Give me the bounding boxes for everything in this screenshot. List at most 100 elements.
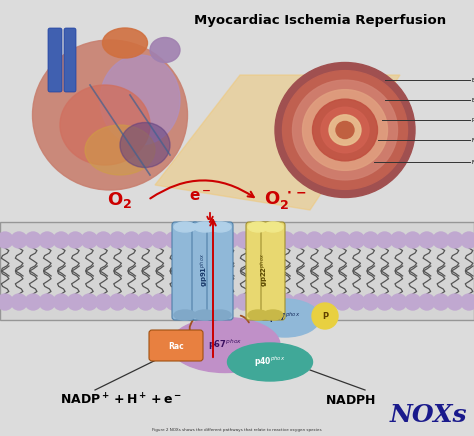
Text: $\mathbf{NADPH}$: $\mathbf{NADPH}$ [325,394,376,406]
Text: Blood clot blocks artery: Blood clot blocks artery [472,98,474,102]
Circle shape [250,232,266,248]
Polygon shape [155,75,400,210]
Circle shape [208,294,224,310]
Ellipse shape [174,222,196,232]
Circle shape [53,294,69,310]
Ellipse shape [228,343,312,381]
Circle shape [137,294,154,310]
Circle shape [67,232,83,248]
Circle shape [461,232,474,248]
Circle shape [320,232,337,248]
Circle shape [250,294,266,310]
FancyBboxPatch shape [246,222,270,320]
Circle shape [109,232,126,248]
Circle shape [292,232,308,248]
Text: Plaque in artery: Plaque in artery [472,117,474,123]
Ellipse shape [283,71,408,189]
Circle shape [11,294,27,310]
Text: P: P [322,311,328,320]
Circle shape [152,294,168,310]
Circle shape [377,294,392,310]
FancyBboxPatch shape [207,222,233,320]
Circle shape [180,232,196,248]
Circle shape [11,232,27,248]
Circle shape [39,232,55,248]
FancyBboxPatch shape [261,222,285,320]
Circle shape [236,232,252,248]
FancyBboxPatch shape [64,28,76,92]
Circle shape [236,294,252,310]
Ellipse shape [263,222,283,232]
Circle shape [447,294,463,310]
Circle shape [391,294,407,310]
Circle shape [335,232,350,248]
Circle shape [166,232,182,248]
FancyBboxPatch shape [149,330,203,361]
Circle shape [53,232,69,248]
Ellipse shape [120,123,170,167]
Text: Blocked blood flow: Blocked blood flow [472,78,474,82]
Ellipse shape [275,62,415,198]
Circle shape [67,294,83,310]
Circle shape [39,294,55,310]
Circle shape [124,232,139,248]
Circle shape [391,232,407,248]
Ellipse shape [329,115,361,145]
Ellipse shape [321,107,369,153]
Circle shape [0,294,13,310]
Text: Figure 2 NOXs shows the different pathways that relate to reactive oxygen specie: Figure 2 NOXs shows the different pathwa… [152,428,322,432]
FancyBboxPatch shape [192,222,218,320]
Ellipse shape [33,40,188,190]
Text: Normal myocardium: Normal myocardium [472,137,474,143]
Circle shape [419,232,435,248]
Ellipse shape [194,310,216,320]
Circle shape [180,294,196,310]
Circle shape [461,294,474,310]
Ellipse shape [209,310,231,320]
Text: $\mathbf{O_2}$: $\mathbf{O_2}$ [108,190,133,210]
Text: p47$^{phox}$: p47$^{phox}$ [269,311,301,325]
Ellipse shape [263,310,283,320]
Text: gp91$^{phox}$: gp91$^{phox}$ [199,253,211,287]
Text: p40$^{phox}$: p40$^{phox}$ [254,355,286,369]
Ellipse shape [102,28,147,58]
Circle shape [419,294,435,310]
Circle shape [95,294,111,310]
Circle shape [194,232,210,248]
Ellipse shape [336,122,354,139]
Ellipse shape [150,37,180,62]
Circle shape [405,232,421,248]
Text: p67$^{phox}$: p67$^{phox}$ [208,338,242,352]
Circle shape [433,232,449,248]
Ellipse shape [248,222,268,232]
Circle shape [0,232,13,248]
Text: Necrotic myocardium: Necrotic myocardium [472,160,474,164]
Circle shape [194,294,210,310]
Ellipse shape [209,222,231,232]
Circle shape [124,294,139,310]
Circle shape [306,232,322,248]
Circle shape [82,294,97,310]
Circle shape [363,232,379,248]
Circle shape [82,232,97,248]
Circle shape [363,294,379,310]
Circle shape [264,294,280,310]
Circle shape [222,232,238,248]
Ellipse shape [292,80,398,180]
Ellipse shape [85,125,155,175]
Text: $\mathbf{e^-}$: $\mathbf{e^-}$ [189,188,211,204]
Circle shape [348,294,365,310]
Circle shape [335,294,350,310]
Text: Myocardiac Ischemia Reperfusion: Myocardiac Ischemia Reperfusion [194,14,446,27]
Circle shape [278,232,294,248]
FancyBboxPatch shape [48,28,62,92]
FancyBboxPatch shape [172,222,198,320]
Ellipse shape [60,85,150,165]
FancyBboxPatch shape [0,222,474,320]
Ellipse shape [250,299,320,337]
Text: $\mathbf{O_2^{\ \bullet -}}$: $\mathbf{O_2^{\ \bullet -}}$ [264,189,307,211]
Circle shape [208,232,224,248]
Circle shape [25,232,41,248]
Circle shape [137,232,154,248]
Ellipse shape [312,99,377,161]
